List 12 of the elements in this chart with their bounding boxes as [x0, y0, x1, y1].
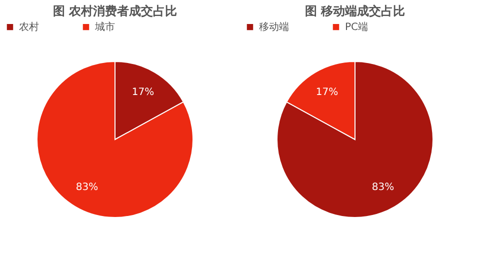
legend-label: 农村 — [19, 21, 39, 34]
chart-title: 图 移动端成交占比 — [304, 4, 406, 18]
legend-label: 城市 — [94, 21, 115, 34]
legend-label: PC端 — [345, 21, 368, 34]
pie-slice — [276, 61, 434, 218]
pie-slice — [36, 61, 194, 218]
data-label: 17% — [316, 87, 338, 98]
data-label: 83% — [372, 182, 394, 193]
chart-title: 图 农村消费者成交占比 — [52, 4, 178, 18]
data-label: 17% — [132, 87, 154, 98]
data-label: 83% — [76, 182, 98, 193]
legend-label: 移动端 — [259, 21, 289, 34]
